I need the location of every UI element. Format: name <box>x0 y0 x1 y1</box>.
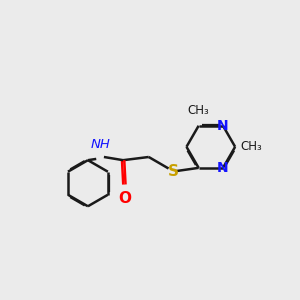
Text: CH₃: CH₃ <box>188 104 209 117</box>
Text: S: S <box>167 164 178 178</box>
Text: N: N <box>217 119 229 133</box>
Text: O: O <box>118 191 131 206</box>
Text: NH: NH <box>91 138 111 151</box>
Text: N: N <box>217 161 229 175</box>
Text: CH₃: CH₃ <box>240 140 262 153</box>
